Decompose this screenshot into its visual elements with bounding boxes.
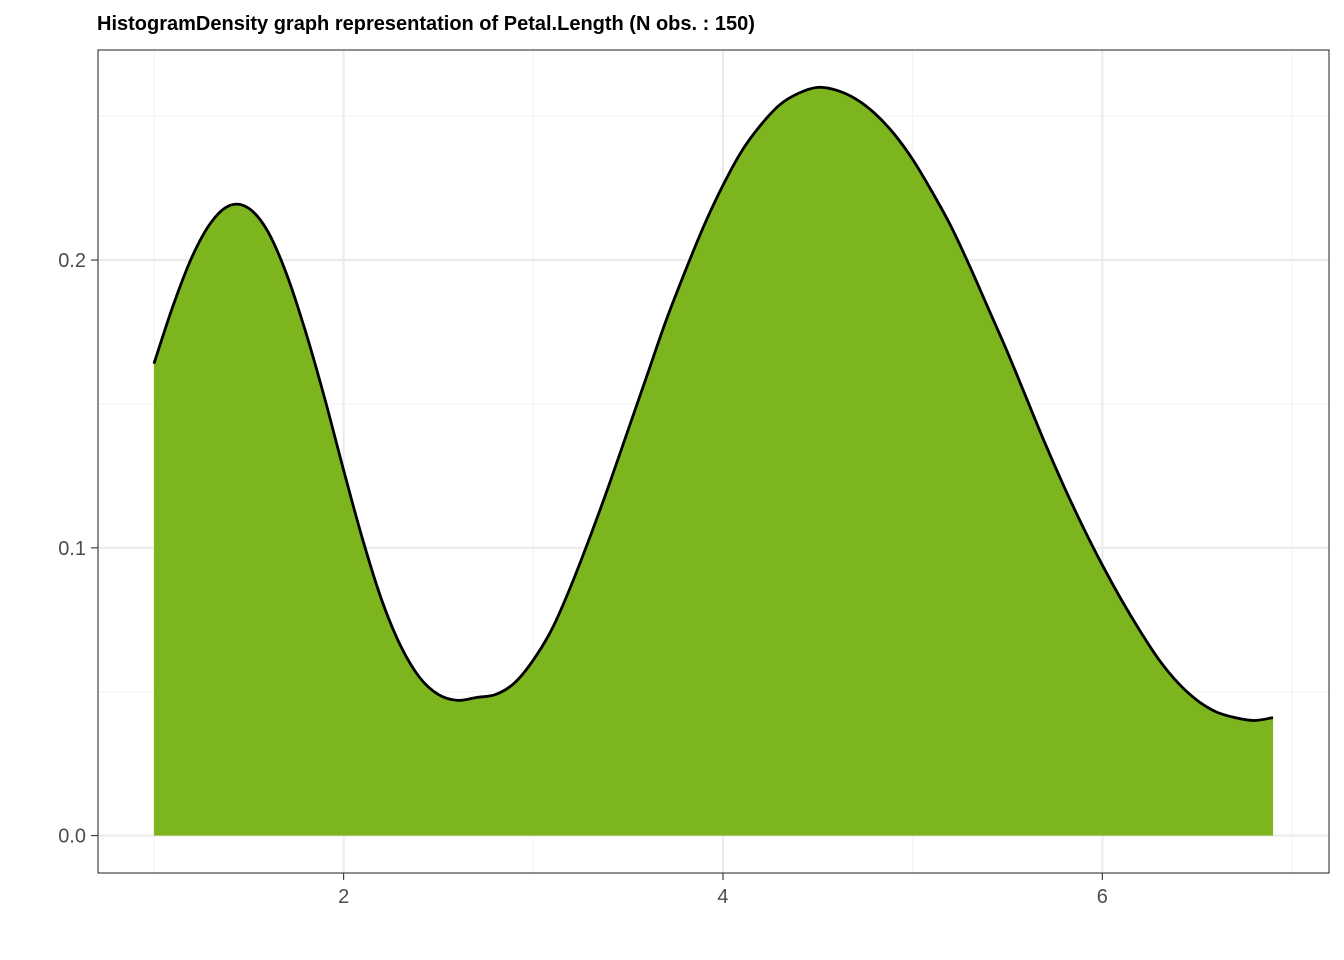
y-tick-label: 0.0 [58, 826, 86, 848]
chart-title: HistogramDensity graph representation of… [97, 13, 755, 35]
y-tick-label: 0.2 [58, 250, 86, 272]
density-curve-line [152, 85, 1274, 722]
plot-panel-border [97, 49, 1330, 874]
x-tick-label: 6 [1097, 886, 1108, 908]
density-area-fill [153, 87, 1274, 836]
x-axis: 2 4 6 [338, 873, 1108, 908]
x-tick-label: 4 [717, 886, 728, 908]
x-tick-label: 2 [338, 886, 349, 908]
y-tick-label: 0.1 [58, 538, 86, 560]
y-axis: 0.0 0.1 0.2 [58, 250, 98, 848]
